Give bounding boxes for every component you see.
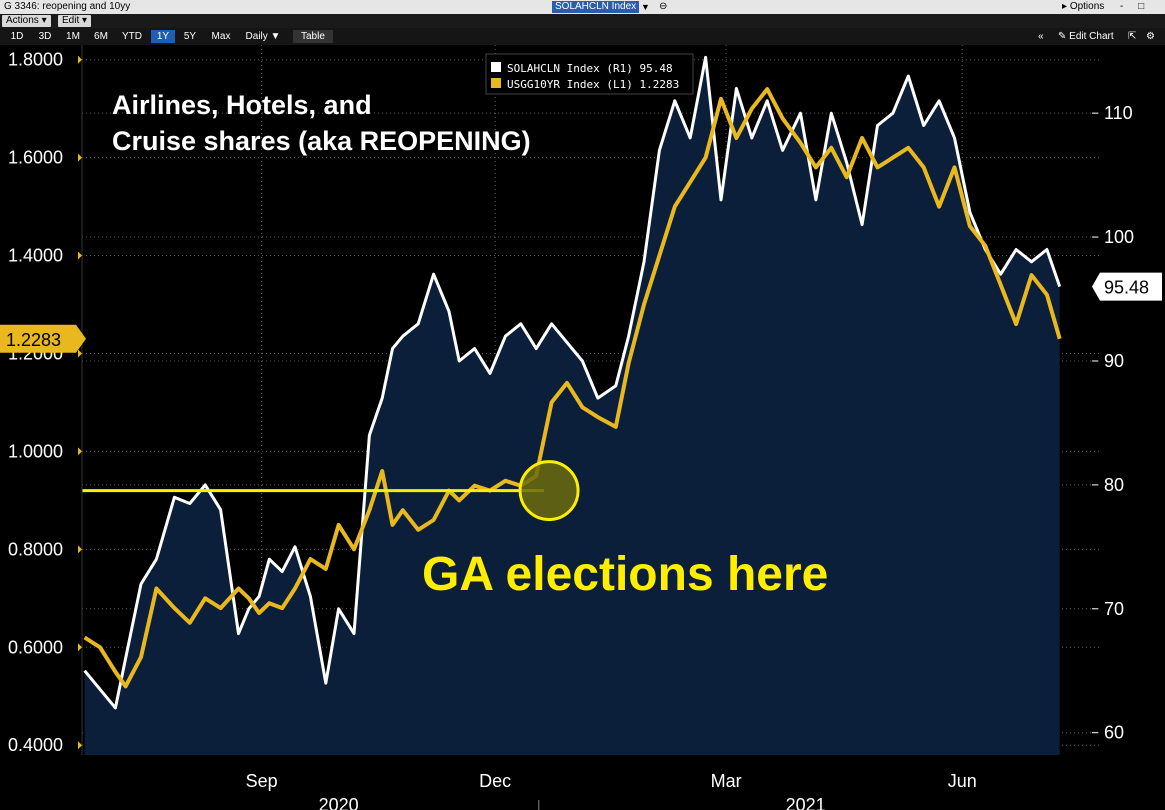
range-6m[interactable]: 6M bbox=[94, 31, 108, 42]
solahcln-line bbox=[83, 55, 1062, 710]
table-button[interactable]: Table bbox=[293, 30, 333, 43]
actions-menu[interactable]: Actions ▾ bbox=[2, 15, 51, 27]
right-tick-label: 80 bbox=[1104, 475, 1124, 495]
annotation-title-line1: Airlines, Hotels, and bbox=[112, 90, 372, 120]
range-max[interactable]: Max bbox=[211, 31, 231, 42]
right-tick-label: 90 bbox=[1104, 351, 1124, 371]
x-tick-label: Jun bbox=[948, 771, 977, 791]
ticker-dropdown-icon[interactable]: ▼ bbox=[641, 2, 650, 12]
right-tick-label: 70 bbox=[1104, 599, 1124, 619]
legend-box bbox=[485, 53, 694, 95]
actions-label: Actions bbox=[6, 15, 39, 26]
legend: SOLAHCLN Index (R1) 95.48 USGG10YR Index… bbox=[485, 53, 694, 95]
range-ytd[interactable]: YTD bbox=[122, 31, 142, 42]
options-label: Options bbox=[1069, 1, 1105, 12]
legend-label-solahcln: SOLAHCLN Index (R1) 95.48 bbox=[507, 62, 673, 75]
legend-swatch-usgg10yr bbox=[491, 78, 501, 88]
right-tick-label: 60 bbox=[1104, 723, 1124, 743]
edit-chart-label: Edit Chart bbox=[1069, 31, 1114, 42]
left-tick-label: 1.0000 bbox=[8, 441, 63, 461]
collapse-icon[interactable]: « bbox=[1038, 31, 1044, 42]
x-tick-label: Dec bbox=[479, 771, 511, 791]
x-tick-label: Sep bbox=[246, 771, 278, 791]
frequency-select[interactable]: Daily ▼ bbox=[240, 30, 286, 43]
range-5y[interactable]: 5Y bbox=[183, 31, 197, 42]
pencil-icon: ✎ bbox=[1058, 31, 1067, 42]
left-tick-mark bbox=[78, 349, 82, 358]
frequency-label: Daily bbox=[245, 31, 268, 42]
left-tick-label: 0.4000 bbox=[8, 735, 63, 755]
left-tick-mark bbox=[78, 741, 82, 750]
chart: 0.40000.60000.80001.00001.20001.40001.60… bbox=[0, 45, 1165, 810]
left-last-value-badge: 1.2283 bbox=[0, 324, 86, 353]
range-1d[interactable]: 1D bbox=[10, 31, 24, 42]
ticker-field[interactable]: SOLAHCLN Index bbox=[552, 1, 640, 13]
edit-menu[interactable]: Edit ▾ bbox=[58, 15, 92, 27]
right-axis: 60 70 80 90 100 110 bbox=[1092, 103, 1134, 743]
left-tick-mark bbox=[78, 447, 82, 456]
left-tick-mark bbox=[78, 643, 82, 652]
left-axis: 0.40000.60000.80001.00001.20001.40001.60… bbox=[8, 45, 83, 755]
left-tick-mark bbox=[78, 153, 82, 162]
options-button[interactable]: ▸ Options bbox=[1062, 1, 1105, 12]
x-year-label: 2021 bbox=[786, 795, 826, 810]
left-tick-mark bbox=[78, 55, 82, 64]
ga-annotation-circle bbox=[518, 460, 580, 522]
range-1m[interactable]: 1M bbox=[66, 31, 80, 42]
x-tick-label: Mar bbox=[711, 771, 742, 791]
annotation-title-line2: Cruise shares (aka REOPENING) bbox=[112, 126, 531, 156]
annotation-ga-label: GA elections here bbox=[422, 548, 828, 601]
left-badge-shape bbox=[0, 324, 86, 353]
edit-chart-button[interactable]: ✎ Edit Chart bbox=[1058, 30, 1114, 43]
chevron-down-icon: ▼ bbox=[270, 31, 281, 42]
right-badge-shape bbox=[1092, 272, 1162, 301]
x-axis: Sep Dec Mar Jun 2020 2021 bbox=[246, 771, 977, 810]
right-last-value-badge: 95.48 bbox=[1092, 272, 1162, 301]
left-tick-label: 0.8000 bbox=[8, 539, 63, 559]
solahcln-area bbox=[84, 57, 1060, 755]
right-tick-label: 110 bbox=[1104, 103, 1133, 123]
edit-label: Edit bbox=[62, 15, 80, 26]
left-tick-label: 1.4000 bbox=[8, 246, 63, 266]
left-tick-mark bbox=[78, 251, 82, 260]
window-titlebar: G 3346: reopening and 10yy SOLAHCLN Inde… bbox=[0, 0, 1165, 26]
left-tick-mark bbox=[78, 545, 82, 554]
export-icon[interactable]: ⇱ bbox=[1128, 31, 1137, 42]
right-tick-label: 100 bbox=[1104, 227, 1134, 247]
left-tick-label: 0.6000 bbox=[8, 637, 63, 657]
window-title: G 3346: reopening and 10yy bbox=[4, 1, 131, 12]
legend-label-usgg10yr: USGG10YR Index (L1) 1.2283 bbox=[507, 78, 679, 91]
chevron-down-icon: ▾ bbox=[41, 15, 47, 26]
usgg10yr-line bbox=[83, 87, 1062, 689]
x-year-label: 2020 bbox=[319, 795, 359, 810]
range-1y[interactable]: 1Y bbox=[151, 30, 175, 43]
right-badge-value: 95.48 bbox=[1104, 278, 1149, 298]
range-bar: 1D 3D 1M 6M YTD 1Y 5Y Max Daily ▼ Table … bbox=[0, 28, 1165, 45]
left-tick-label: 1.6000 bbox=[8, 148, 63, 168]
toolbar: Actions ▾ Edit ▾ bbox=[0, 14, 1165, 28]
range-3d[interactable]: 3D bbox=[38, 31, 52, 42]
left-tick-label: 1.8000 bbox=[8, 50, 63, 70]
left-badge-value: 1.2283 bbox=[6, 330, 61, 350]
legend-swatch-solahcln bbox=[491, 62, 501, 72]
chevron-down-icon: ▾ bbox=[82, 15, 88, 26]
settings-icon[interactable]: ⚙ bbox=[1146, 31, 1155, 42]
link-icon[interactable]: ⊖ bbox=[659, 1, 668, 12]
